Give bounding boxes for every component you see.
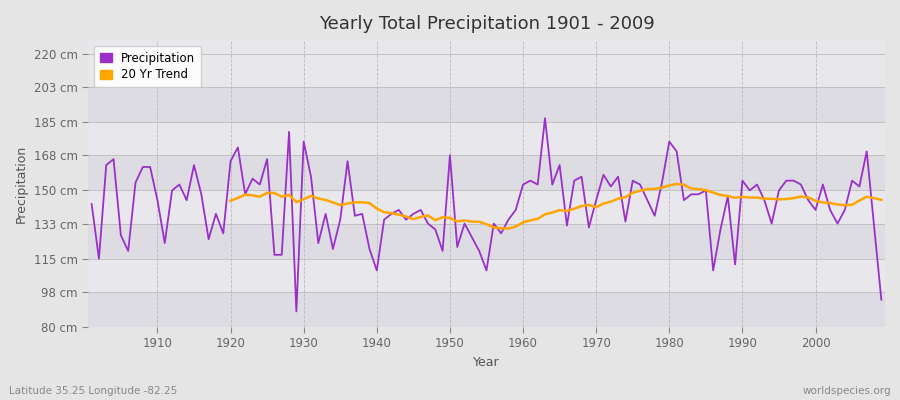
20 Yr Trend <box>876 198 886 202</box>
Precipitation <box>86 202 97 206</box>
Precipitation <box>291 309 302 314</box>
Bar <box>88 87 885 122</box>
20 Yr Trend <box>225 198 236 203</box>
X-axis label: Year: Year <box>473 356 500 369</box>
Text: worldspecies.org: worldspecies.org <box>803 386 891 396</box>
20 Yr Trend <box>861 194 872 199</box>
Precipitation <box>145 164 156 169</box>
Legend: Precipitation, 20 Yr Trend: Precipitation, 20 Yr Trend <box>94 46 201 87</box>
Bar <box>88 122 885 155</box>
20 Yr Trend <box>693 187 704 192</box>
20 Yr Trend <box>781 197 792 202</box>
20 Yr Trend <box>313 196 324 201</box>
Line: 20 Yr Trend: 20 Yr Trend <box>230 184 881 228</box>
Bar <box>88 54 885 87</box>
Line: Precipitation: Precipitation <box>92 118 881 312</box>
20 Yr Trend <box>671 182 682 186</box>
Precipitation <box>620 219 631 224</box>
Bar <box>88 224 885 259</box>
Bar <box>88 259 885 292</box>
Text: Latitude 35.25 Longitude -82.25: Latitude 35.25 Longitude -82.25 <box>9 386 177 396</box>
Precipitation <box>356 212 367 216</box>
Bar <box>88 40 885 54</box>
Bar <box>88 190 885 224</box>
Y-axis label: Precipitation: Precipitation <box>15 144 28 223</box>
20 Yr Trend <box>423 213 434 218</box>
Bar <box>88 292 885 327</box>
Precipitation <box>525 178 535 183</box>
Precipitation <box>313 241 324 246</box>
Title: Yearly Total Precipitation 1901 - 2009: Yearly Total Precipitation 1901 - 2009 <box>319 15 654 33</box>
Bar <box>88 155 885 190</box>
Precipitation <box>518 182 528 187</box>
Precipitation <box>540 116 551 120</box>
20 Yr Trend <box>503 226 514 231</box>
Precipitation <box>876 297 886 302</box>
20 Yr Trend <box>796 194 806 199</box>
